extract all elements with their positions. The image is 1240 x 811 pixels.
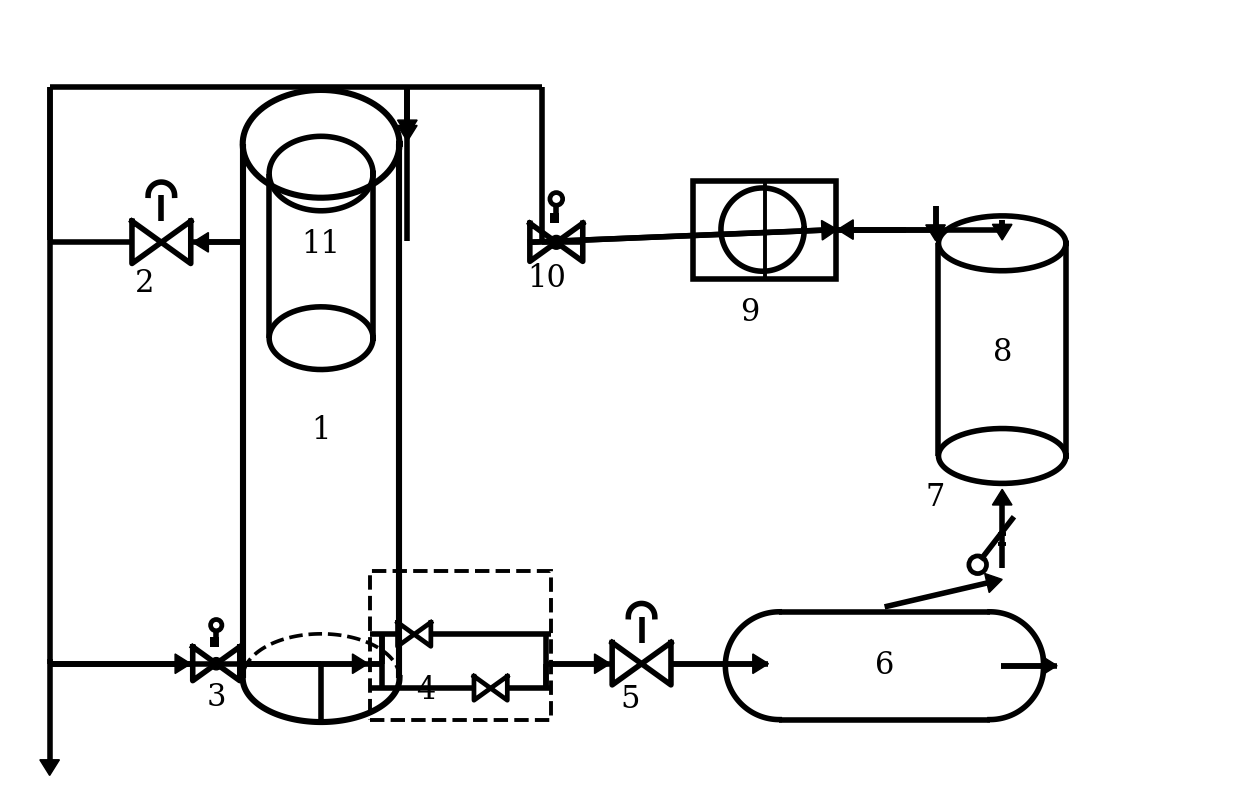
Polygon shape (985, 573, 1002, 593)
Text: 3: 3 (207, 681, 226, 713)
Polygon shape (398, 120, 417, 135)
Text: 5: 5 (620, 684, 640, 715)
Polygon shape (175, 654, 191, 673)
Bar (693, 181, 836, 279)
Text: 8: 8 (992, 337, 1012, 367)
Circle shape (549, 235, 563, 249)
Polygon shape (398, 126, 417, 141)
Polygon shape (821, 221, 837, 240)
Polygon shape (753, 654, 769, 673)
Text: 7: 7 (926, 482, 945, 513)
Polygon shape (192, 233, 208, 252)
Polygon shape (40, 760, 60, 775)
Text: 6: 6 (875, 650, 894, 681)
Polygon shape (352, 654, 368, 673)
Polygon shape (1042, 656, 1056, 676)
Text: 10: 10 (527, 263, 565, 294)
Text: 11: 11 (301, 229, 341, 260)
Circle shape (210, 658, 222, 670)
Polygon shape (926, 225, 945, 241)
Text: 2: 2 (135, 268, 155, 299)
Polygon shape (992, 225, 1012, 240)
Bar (370, 571, 552, 719)
Text: 9: 9 (740, 298, 759, 328)
Polygon shape (594, 654, 610, 673)
Polygon shape (992, 489, 1012, 505)
Text: 1: 1 (311, 415, 331, 446)
Text: 4: 4 (417, 675, 435, 706)
Polygon shape (837, 220, 853, 239)
